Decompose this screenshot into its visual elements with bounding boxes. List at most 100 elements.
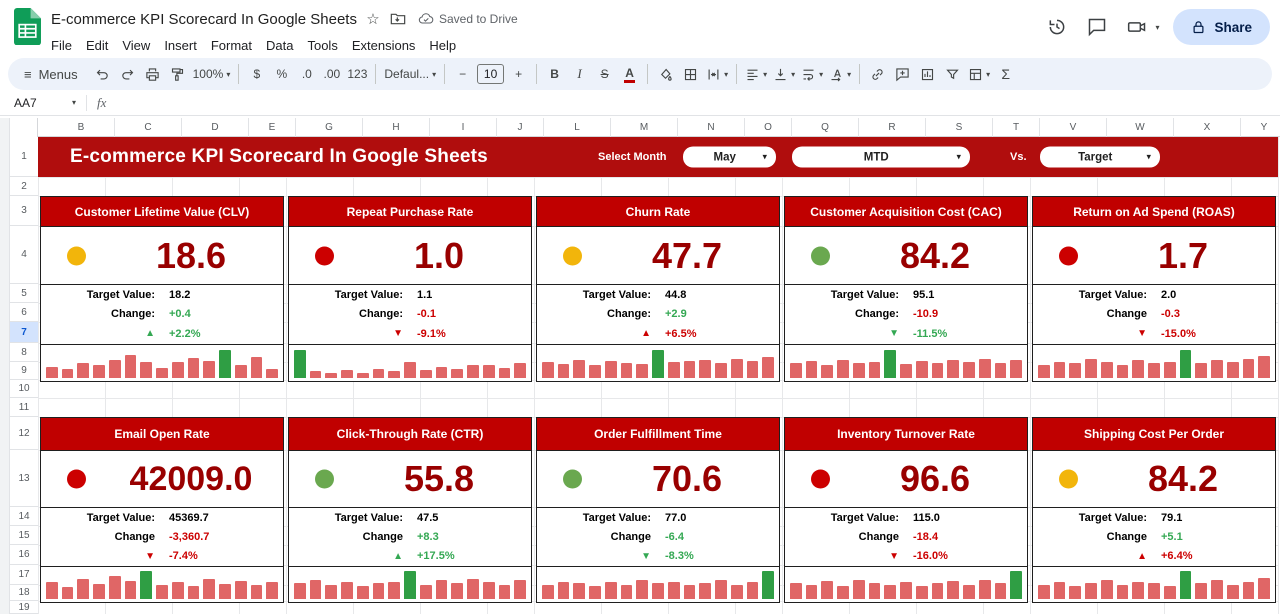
text-wrap-button[interactable]: ▾ (798, 61, 826, 87)
row-header-15[interactable]: 15 (10, 526, 38, 545)
row-header-6[interactable]: 6 (10, 303, 38, 322)
column-header-X[interactable]: X (1174, 118, 1241, 137)
column-header-Q[interactable]: Q (792, 118, 859, 137)
kpi-card[interactable]: Return on Ad Spend (ROAS) 1.7 Target Value… (1032, 196, 1276, 382)
compare-dropdown[interactable]: Target ▾ (1040, 146, 1160, 168)
menu-file[interactable]: File (51, 37, 72, 53)
vertical-align-button[interactable]: ▾ (770, 61, 798, 87)
fill-color-button[interactable] (653, 61, 678, 87)
menu-data[interactable]: Data (266, 37, 294, 53)
move-folder-icon[interactable] (389, 10, 407, 28)
row-header-2[interactable]: 2 (10, 177, 38, 196)
decrease-decimals-button[interactable]: .0 (294, 61, 319, 87)
zoom-button[interactable]: 100% ▾ (190, 61, 234, 87)
column-header-C[interactable]: C (115, 118, 182, 137)
column-header-N[interactable]: N (678, 118, 745, 137)
row-header-5[interactable]: 5 (10, 284, 38, 303)
row-header-8[interactable]: 8 (10, 343, 38, 362)
font-family-button[interactable]: Defaul... ▾ (381, 61, 439, 87)
column-header-M[interactable]: M (611, 118, 678, 137)
menu-format[interactable]: Format (210, 37, 252, 53)
row-header-11[interactable]: 11 (10, 398, 38, 417)
font-size-input[interactable]: 10 (477, 64, 505, 84)
version-history-button[interactable] (1044, 14, 1070, 40)
column-header-E[interactable]: E (249, 118, 296, 137)
column-header-O[interactable]: O (745, 118, 792, 137)
menu-view[interactable]: View (122, 37, 151, 53)
column-header-W[interactable]: W (1107, 118, 1174, 137)
format-percent-button[interactable]: % (269, 61, 294, 87)
text-rotation-button[interactable]: ▾ (826, 61, 854, 87)
row-header-13[interactable]: 13 (10, 450, 38, 507)
functions-button[interactable]: Σ (993, 61, 1018, 87)
paint-format-button[interactable] (165, 61, 190, 87)
undo-button[interactable] (90, 61, 115, 87)
row-header-18[interactable]: 18 (10, 585, 38, 601)
column-header-T[interactable]: T (993, 118, 1040, 137)
kpi-card[interactable]: Shipping Cost Per Order 84.2 Target Value:… (1032, 417, 1276, 603)
menus-search-button[interactable]: ≡ Menus (16, 67, 90, 82)
insert-link-button[interactable] (865, 61, 890, 87)
kpi-card[interactable]: Click-Through Rate (CTR) 55.8 Target Value… (288, 417, 532, 603)
kpi-card[interactable]: Inventory Turnover Rate 96.6 Target Value:… (784, 417, 1028, 603)
column-header-H[interactable]: H (363, 118, 430, 137)
column-header-G[interactable]: G (296, 118, 363, 137)
menu-insert[interactable]: Insert (164, 37, 197, 53)
menu-extensions[interactable]: Extensions (351, 37, 416, 53)
row-header-3[interactable]: 3 (10, 196, 38, 226)
borders-button[interactable] (678, 61, 703, 87)
kpi-card[interactable]: Churn Rate 47.7 Target Value: 44.8 Change: +2… (536, 196, 780, 382)
column-header-S[interactable]: S (926, 118, 993, 137)
text-color-button[interactable]: A (617, 61, 642, 87)
kpi-card[interactable]: Customer Acquisition Cost (CAC) 84.2 Targe… (784, 196, 1028, 382)
insert-chart-button[interactable] (915, 61, 940, 87)
cell-name-box[interactable]: AA7 ▾ (10, 96, 80, 110)
kpi-card[interactable]: Order Fulfillment Time 70.6 Target Value: 7… (536, 417, 780, 603)
row-header-17[interactable]: 17 (10, 565, 38, 585)
italic-button[interactable]: I (567, 61, 592, 87)
insert-comment-button[interactable] (890, 61, 915, 87)
row-header-14[interactable]: 14 (10, 507, 38, 526)
row-header-16[interactable]: 16 (10, 545, 38, 565)
column-header-R[interactable]: R (859, 118, 926, 137)
increase-font-size-button[interactable]: + (506, 61, 531, 87)
menu-edit[interactable]: Edit (85, 37, 109, 53)
menu-tools[interactable]: Tools (307, 37, 338, 53)
select-all-corner[interactable] (10, 118, 38, 137)
meet-button[interactable]: ▾ (1124, 14, 1159, 40)
column-header-Y[interactable]: Y (1241, 118, 1280, 137)
menu-help[interactable]: Help (429, 37, 457, 53)
row-header-19[interactable]: 19 (10, 601, 38, 614)
month-dropdown[interactable]: May ▾ (683, 146, 776, 168)
column-header-B[interactable]: B (48, 118, 115, 137)
row-header-12[interactable]: 12 (10, 417, 38, 450)
column-header-V[interactable]: V (1040, 118, 1107, 137)
table-views-button[interactable]: ▾ (965, 61, 993, 87)
create-filter-button[interactable] (940, 61, 965, 87)
share-button[interactable]: Share (1173, 9, 1270, 45)
star-icon[interactable]: ☆ (366, 11, 380, 28)
merge-cells-button[interactable]: ▾ (703, 61, 731, 87)
comments-button[interactable] (1084, 14, 1110, 40)
horizontal-align-button[interactable]: ▾ (742, 61, 770, 87)
row-header-1[interactable]: 1 (10, 137, 38, 177)
column-header-J[interactable]: J (497, 118, 544, 137)
bold-button[interactable]: B (542, 61, 567, 87)
column-header-L[interactable]: L (544, 118, 611, 137)
row-header-10[interactable]: 10 (10, 380, 38, 398)
format-currency-button[interactable]: $ (244, 61, 269, 87)
row-header-4[interactable]: 4 (10, 226, 38, 284)
period-dropdown[interactable]: MTD ▾ (792, 146, 970, 168)
kpi-card[interactable]: Repeat Purchase Rate 1.0 Target Value: 1.1 C… (288, 196, 532, 382)
redo-button[interactable] (115, 61, 140, 87)
document-title[interactable]: E-commerce KPI Scorecard In Google Sheet… (51, 10, 357, 28)
column-header-D[interactable]: D (182, 118, 249, 137)
sheets-logo-icon[interactable] (14, 8, 41, 46)
row-header-9[interactable]: 9 (10, 362, 38, 380)
kpi-card[interactable]: Customer Lifetime Value (CLV) 18.6 Target … (40, 196, 284, 382)
print-button[interactable] (140, 61, 165, 87)
strikethrough-button[interactable]: S (592, 61, 617, 87)
column-header-I[interactable]: I (430, 118, 497, 137)
increase-decimals-button[interactable]: .00 (319, 61, 344, 87)
decrease-font-size-button[interactable]: − (450, 61, 475, 87)
